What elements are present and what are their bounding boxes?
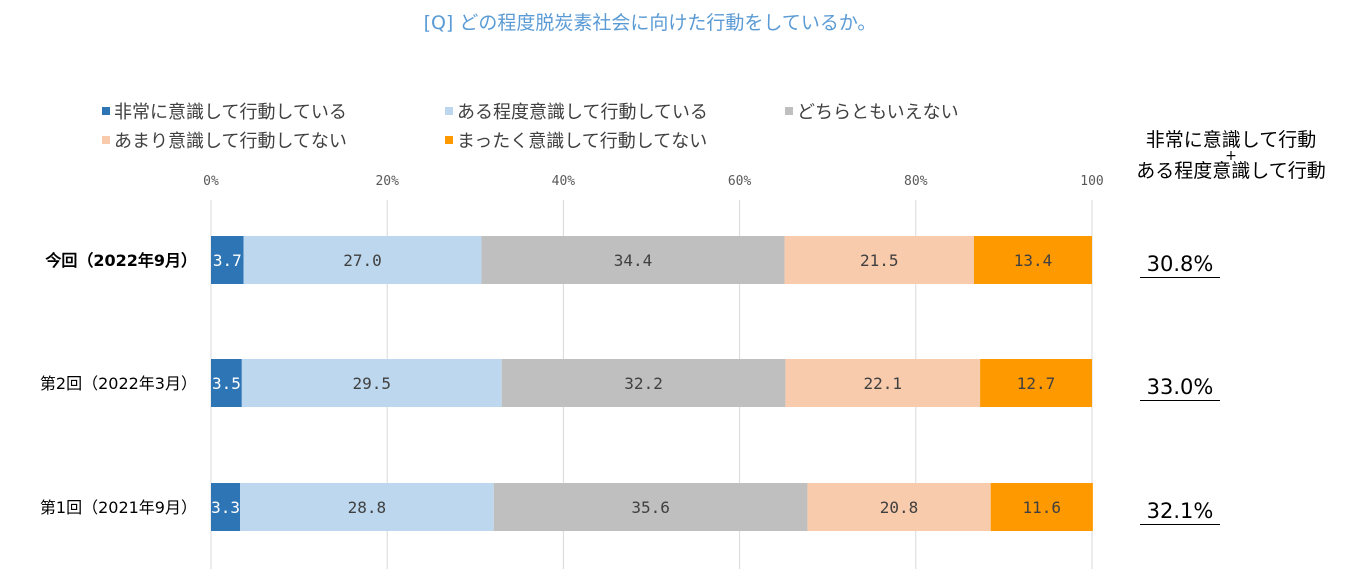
bar-segment: [990, 483, 1093, 531]
bar-segment: [785, 359, 981, 407]
bar-segment: [211, 236, 244, 284]
legend-swatch-somewhat-conscious: [445, 107, 453, 115]
legend-item-not-very-conscious: あまり意識して行動してない: [102, 127, 347, 153]
x-tick-label: 60%: [728, 174, 752, 189]
legend-label: どちらともいえない: [797, 102, 959, 123]
bar-value-label: 35.6: [631, 498, 670, 517]
legend-label: ある程度意識して行動している: [457, 102, 708, 123]
bar-segment: [241, 359, 502, 407]
summary-value-round2: 33.0%: [1140, 374, 1220, 401]
bar-value-label: 32.2: [624, 374, 663, 393]
bar-segment: [481, 236, 785, 284]
legend-item-somewhat-conscious: ある程度意識して行動している: [445, 98, 708, 124]
bar-value-label: 12.7: [1017, 374, 1056, 393]
bar-segment: [501, 359, 786, 407]
bar-value-label: 11.6: [1023, 498, 1062, 517]
bar-segment: [240, 483, 494, 531]
legend-swatch-not-very-conscious: [102, 136, 110, 144]
chart-title: [Q] どの程度脱炭素社会に向けた行動をしているか。: [423, 12, 877, 34]
bar-value-label: 21.5: [860, 251, 899, 270]
bar-value-label: 22.1: [863, 374, 902, 393]
bar-segment: [973, 236, 1092, 284]
category-label: 第2回（2022年3月）: [40, 374, 197, 393]
x-tick-label: 40%: [552, 174, 576, 189]
bar-value-label: 27.0: [343, 251, 382, 270]
category-label: 第1回（2021年9月）: [40, 498, 197, 517]
x-tick-label: 0%: [203, 174, 219, 189]
legend-label: あまり意識して行動してない: [114, 131, 347, 152]
legend-item-very-conscious: 非常に意識して行動している: [102, 98, 347, 124]
bar-value-label: 29.5: [353, 374, 392, 393]
bar-segment: [211, 483, 241, 531]
bar-value-label: 28.8: [348, 498, 387, 517]
bar-value-label: 3.5: [212, 374, 241, 393]
summary-value-current: 30.8%: [1140, 251, 1220, 278]
legend-label: 非常に意識して行動している: [114, 102, 347, 123]
bar-segment: [784, 236, 974, 284]
bar-value-label: 34.4: [614, 251, 653, 270]
legend-item-not-at-all-conscious: まったく意識して行動してない: [445, 127, 707, 153]
legend-item-neutral: どちらともいえない: [785, 98, 959, 124]
bar-segment: [493, 483, 808, 531]
summary-value-round1: 32.1%: [1140, 498, 1220, 525]
bar-value-label: 3.7: [213, 251, 242, 270]
x-tick-label: 80%: [904, 174, 928, 189]
summary-header-line1: 非常に意識して行動: [1145, 129, 1317, 151]
summary-header-line2: ある程度意識して行動: [1136, 160, 1326, 182]
bar-segment: [807, 483, 991, 531]
legend-swatch-neutral: [785, 107, 793, 115]
bar-value-label: 13.4: [1014, 251, 1053, 270]
legend-swatch-very-conscious: [102, 107, 110, 115]
legend-swatch-not-at-all-conscious: [445, 136, 453, 144]
x-tick-label: 20%: [375, 174, 399, 189]
bar-value-label: 3.3: [211, 498, 240, 517]
summary-header: 非常に意識して行動 + ある程度意識して行動: [1115, 130, 1347, 182]
x-tick-label: 100: [1080, 174, 1103, 189]
bar-segment: [980, 359, 1092, 407]
summary-header-plus: +: [1225, 148, 1237, 164]
bar-segment: [243, 236, 482, 284]
category-label: 今回（2022年9月）: [44, 251, 197, 270]
bar-segment: [211, 359, 242, 407]
bar-value-label: 20.8: [880, 498, 919, 517]
legend-label: まったく意識して行動してない: [457, 131, 708, 152]
